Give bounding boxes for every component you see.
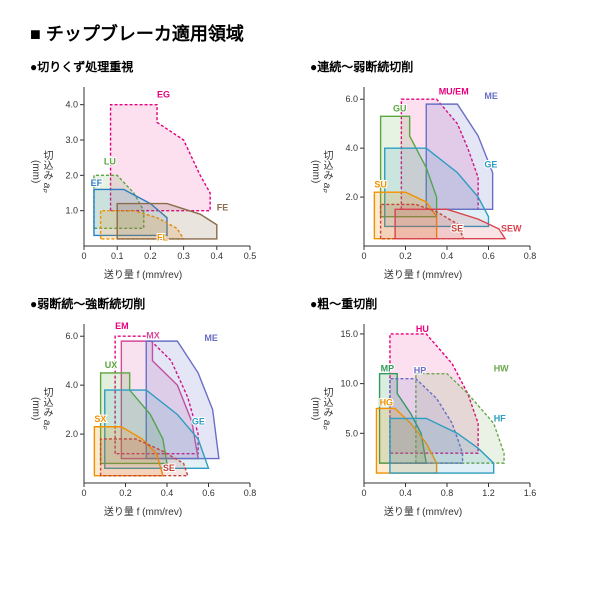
x-axis-label: 送り量 f (mm/rev) xyxy=(30,266,230,281)
plot-area: 2.0 4.0 6.0 0 0.2 0.4 0.6 0.8 MU/EM ME GU GE SU SE SEW xyxy=(336,79,536,264)
svg-text:0.8: 0.8 xyxy=(524,251,536,261)
region-label: SU xyxy=(374,179,387,189)
region-label: EG xyxy=(157,90,170,100)
svg-text:4.0: 4.0 xyxy=(65,100,78,110)
region-label: EF xyxy=(91,178,103,188)
region-label: FL xyxy=(157,233,168,243)
panel-2: ●弱断続～強断続切削 切込み aₚ (mm) 2.0 4.0 6.0 0 0.2 0.4 0… xyxy=(30,295,290,518)
panel-title: ●粗～重切削 xyxy=(310,295,570,312)
region-label: UX xyxy=(105,360,118,370)
svg-text:10.0: 10.0 xyxy=(340,379,358,389)
plot-area: 1.0 2.0 3.0 4.0 0 0.1 0.2 0.3 0.4 0.5 EG LU EF FL FE xyxy=(56,79,256,264)
plot-area: 2.0 4.0 6.0 0 0.2 0.4 0.6 0.8 EM MX ME UX GE SX SE xyxy=(56,316,256,501)
region-label: HP xyxy=(414,366,427,376)
svg-text:0: 0 xyxy=(361,488,366,498)
svg-text:0: 0 xyxy=(361,251,366,261)
x-axis-label: 送り量 f (mm/rev) xyxy=(310,503,510,518)
panel-title: ●弱断続～強断続切削 xyxy=(30,295,290,312)
panel-1: ●連続～弱断続切削 切込み aₚ (mm) 2.0 4.0 6.0 0 0.2 0.4 0.… xyxy=(310,58,570,281)
region-label: MP xyxy=(381,364,395,374)
svg-text:0.8: 0.8 xyxy=(244,488,256,498)
svg-text:0.6: 0.6 xyxy=(202,488,215,498)
svg-text:2.0: 2.0 xyxy=(65,170,78,180)
svg-text:4.0: 4.0 xyxy=(65,380,78,390)
region-label: GE xyxy=(484,160,497,170)
region-label: HW xyxy=(494,364,509,374)
main-title: ■ チップブレーカ適用領域 xyxy=(30,20,570,46)
y-axis-label: 切込み aₚ (mm) xyxy=(310,387,332,430)
svg-text:0.4: 0.4 xyxy=(211,251,224,261)
region-label: GU xyxy=(393,103,407,113)
svg-text:1.2: 1.2 xyxy=(482,488,495,498)
svg-text:0.8: 0.8 xyxy=(441,488,454,498)
region-label: HU xyxy=(416,324,429,334)
chart-grid: ●切りくず処理重視 切込み aₚ (mm) 1.0 2.0 3.0 4.0 0 0.1 0.… xyxy=(30,58,570,518)
svg-text:0.5: 0.5 xyxy=(244,251,256,261)
svg-text:0.1: 0.1 xyxy=(111,251,124,261)
panel-title: ●切りくず処理重視 xyxy=(30,58,290,75)
x-axis-label: 送り量 f (mm/rev) xyxy=(30,503,230,518)
region-label: MX xyxy=(146,331,160,341)
svg-text:5.0: 5.0 xyxy=(345,428,358,438)
region-label: SE xyxy=(163,463,175,473)
y-axis-label: 切込み aₚ (mm) xyxy=(310,150,332,193)
svg-text:4.0: 4.0 xyxy=(345,143,358,153)
region-label: GE xyxy=(192,416,205,426)
region-label: ME xyxy=(204,333,218,343)
svg-text:0: 0 xyxy=(81,251,86,261)
panel-3: ●粗～重切削 切込み aₚ (mm) 5.0 10.0 15.0 0 0.4 0.8 1.2… xyxy=(310,295,570,518)
region-label: SE xyxy=(451,223,463,233)
svg-text:0.3: 0.3 xyxy=(177,251,190,261)
region-label: HG xyxy=(380,397,394,407)
region-label: FE xyxy=(217,203,229,213)
region-label: SX xyxy=(94,414,106,424)
svg-text:0.4: 0.4 xyxy=(441,251,454,261)
svg-text:1.0: 1.0 xyxy=(65,206,78,216)
svg-text:0.2: 0.2 xyxy=(119,488,132,498)
region-label: EM xyxy=(115,321,129,331)
y-axis-label: 切込み aₚ (mm) xyxy=(30,387,52,430)
svg-text:0.6: 0.6 xyxy=(482,251,495,261)
region-label: HF xyxy=(494,413,506,423)
svg-text:0.4: 0.4 xyxy=(399,488,412,498)
svg-text:2.0: 2.0 xyxy=(345,192,358,202)
svg-text:0.4: 0.4 xyxy=(161,488,174,498)
svg-text:0: 0 xyxy=(81,488,86,498)
plot-area: 5.0 10.0 15.0 0 0.4 0.8 1.2 1.6 HU HW MP HP HG HF xyxy=(336,316,536,501)
svg-text:2.0: 2.0 xyxy=(65,429,78,439)
panel-0: ●切りくず処理重視 切込み aₚ (mm) 1.0 2.0 3.0 4.0 0 0.1 0.… xyxy=(30,58,290,281)
svg-text:0.2: 0.2 xyxy=(144,251,157,261)
region-label: ME xyxy=(484,91,498,101)
svg-text:6.0: 6.0 xyxy=(65,331,78,341)
chart-region xyxy=(395,209,505,238)
svg-text:1.6: 1.6 xyxy=(524,488,536,498)
panel-title: ●連続～弱断続切削 xyxy=(310,58,570,75)
x-axis-label: 送り量 f (mm/rev) xyxy=(310,266,510,281)
region-label: SEW xyxy=(501,223,522,233)
region-label: LU xyxy=(104,157,116,167)
y-axis-label: 切込み aₚ (mm) xyxy=(30,150,52,193)
svg-text:15.0: 15.0 xyxy=(340,329,358,339)
svg-text:3.0: 3.0 xyxy=(65,135,78,145)
region-label: MU/EM xyxy=(439,86,469,96)
svg-text:0.2: 0.2 xyxy=(399,251,412,261)
svg-text:6.0: 6.0 xyxy=(345,94,358,104)
